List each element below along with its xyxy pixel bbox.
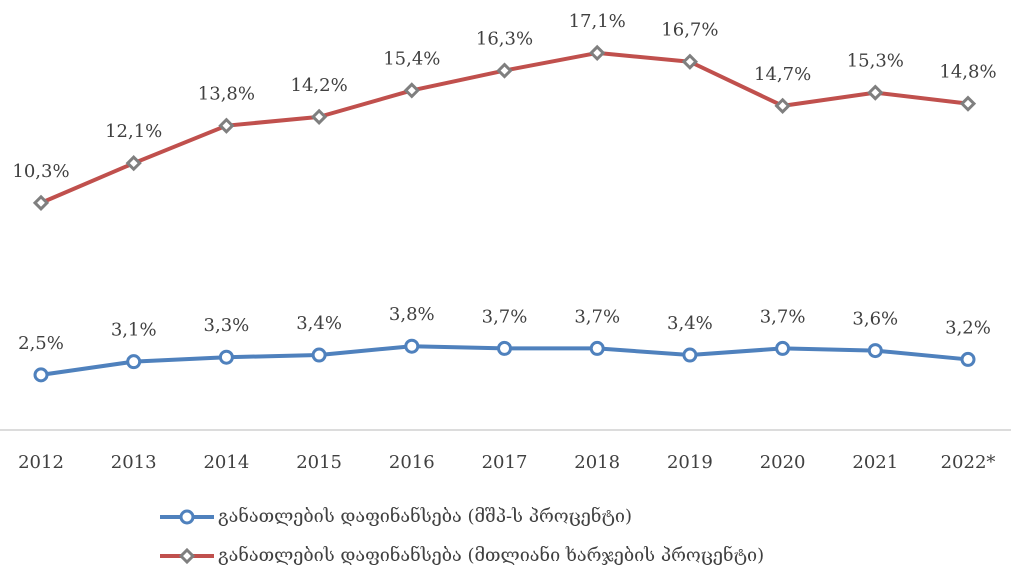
point-marker [178,547,196,565]
point-marker [589,44,606,62]
point-marker [681,53,699,70]
point-marker [867,343,883,359]
x-tick-label: 2018 [574,452,620,473]
data-label: 3,8% [389,304,435,325]
data-label: 10,3% [12,161,69,182]
point-marker [404,338,420,354]
x-tick-label: 2021 [852,452,898,473]
data-label: 12,1% [105,121,162,142]
data-label: 13,8% [198,84,255,105]
x-tick-label: 2012 [18,452,64,473]
data-label: 3,4% [296,313,342,334]
data-label: 17,1% [569,11,626,32]
point-marker [126,354,142,370]
data-label: 3,1% [111,320,157,341]
point-marker [403,82,420,99]
data-label: 14,7% [754,64,811,85]
data-label: 3,7% [482,306,528,327]
point-marker [32,194,50,211]
data-label: 3,7% [760,306,806,327]
point-marker [311,347,327,363]
data-label: 15,3% [847,51,904,72]
x-tick-label: 2015 [296,452,342,473]
point-marker [959,95,977,112]
point-marker [497,340,512,356]
legend-label: განათლების დაფინანსება (მშპ-ს პროცენტი) [218,505,632,527]
x-tick-label: 2019 [667,452,713,473]
point-marker [33,367,49,383]
data-label: 3,3% [204,315,250,336]
data-label: 3,7% [574,306,620,327]
point-marker [960,351,976,367]
x-tick-label: 2022* [941,452,996,473]
data-label: 15,4% [383,48,440,69]
data-label: 3,4% [667,313,713,334]
point-marker [682,347,698,363]
data-label: 16,7% [661,20,718,41]
x-tick-label: 2017 [482,452,528,473]
data-label: 2,5% [18,333,64,354]
x-tick-label: 2020 [760,452,806,473]
legend-label: განათლების დაფინანსება (მთლიანი ხარჯების… [218,544,764,566]
point-marker [496,62,513,79]
point-marker [218,117,235,134]
data-label: 3,2% [945,317,991,338]
data-label: 14,2% [291,75,348,96]
x-tick-label: 2013 [111,452,157,473]
point-marker [775,340,791,356]
point-marker [125,155,142,172]
point-marker [179,509,195,525]
data-label: 14,8% [939,62,996,83]
point-marker [867,84,884,101]
point-marker [218,349,234,365]
point-marker [310,108,328,125]
point-marker [589,340,605,356]
x-tick-label: 2014 [203,452,249,473]
x-tick-label: 2016 [389,452,435,473]
data-label: 16,3% [476,29,533,50]
point-marker [774,97,791,114]
data-label: 3,6% [852,309,898,330]
